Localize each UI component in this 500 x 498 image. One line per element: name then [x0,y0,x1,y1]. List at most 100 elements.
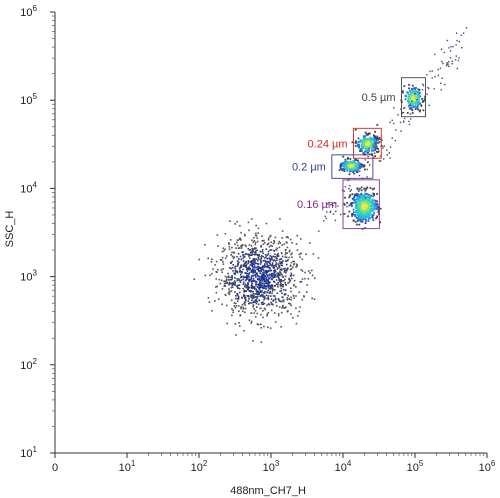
data-point [377,205,379,208]
data-point [356,197,359,200]
data-point [275,262,278,264]
data-point [238,287,241,290]
data-point [374,145,377,147]
data-point [249,267,251,270]
data-point [258,277,261,280]
data-point [352,201,355,204]
data-point [270,298,273,300]
data-point [267,297,269,299]
data-point [265,261,268,264]
data-point [230,262,233,264]
data-point [273,267,275,270]
data-point [249,289,251,292]
data-point [236,220,239,223]
data-point [351,141,354,144]
data-point [236,271,239,274]
data-point [371,148,374,151]
data-point [356,217,359,219]
data-point [240,272,243,274]
data-point [252,292,255,295]
data-point [353,196,355,199]
data-point [252,275,254,277]
data-point [369,143,372,146]
data-point [360,210,362,213]
data-point [244,300,246,303]
data-point [411,99,414,102]
data-point [400,108,402,110]
data-point [237,253,240,255]
data-point [358,146,361,149]
data-point [249,302,251,304]
data-point [415,97,418,100]
data-point [286,246,289,249]
data-point [256,286,259,288]
data-point [423,98,426,101]
data-point [247,221,250,224]
data-point [221,271,223,274]
data-point [256,312,259,315]
data-point [255,288,258,291]
data-point [395,129,397,131]
data-point [262,316,264,319]
data-point [239,273,242,276]
data-point [269,244,272,247]
data-point [349,185,351,187]
data-point [250,271,253,273]
data-point [366,215,369,218]
data-point [410,88,413,91]
data-point [250,286,253,289]
data-point [283,271,286,273]
gate-label: 0.5 µm [362,92,396,104]
data-point [374,155,376,158]
data-point [233,282,235,285]
data-point [220,279,223,282]
data-point [216,285,219,288]
data-point [224,280,226,282]
data-point [265,265,267,268]
data-point [363,218,366,220]
data-point [247,288,249,290]
data-point [364,192,367,195]
data-point [252,300,255,303]
data-point [230,278,233,281]
data-point [411,88,414,91]
data-point [236,300,239,303]
data-point [369,187,372,189]
data-point [243,285,246,287]
data-point [267,266,269,269]
data-point [263,277,266,280]
data-point [439,82,442,84]
data-point [309,272,311,274]
data-point [369,209,372,212]
data-point [280,280,283,282]
data-point [255,298,258,301]
data-point [213,300,216,302]
data-point [439,67,442,69]
data-point [366,210,369,212]
data-point [365,209,368,212]
data-point [256,237,258,239]
data-point [281,237,283,239]
data-point [240,307,242,310]
data-point [247,275,249,277]
data-point [341,189,344,191]
data-point [426,93,428,95]
data-point [355,202,358,204]
data-point [234,291,236,293]
data-point [374,148,377,150]
data-point [252,266,255,269]
data-point [406,112,409,114]
data-point [288,256,291,259]
data-point [262,255,264,258]
data-point [360,165,362,168]
data-point [257,265,260,268]
data-point [243,233,246,236]
data-point [257,295,259,298]
data-point [366,143,369,146]
data-point [256,268,258,271]
data-point [357,160,360,163]
data-point [226,282,229,285]
data-point [351,214,353,217]
data-point [211,310,213,312]
data-point [353,170,356,172]
